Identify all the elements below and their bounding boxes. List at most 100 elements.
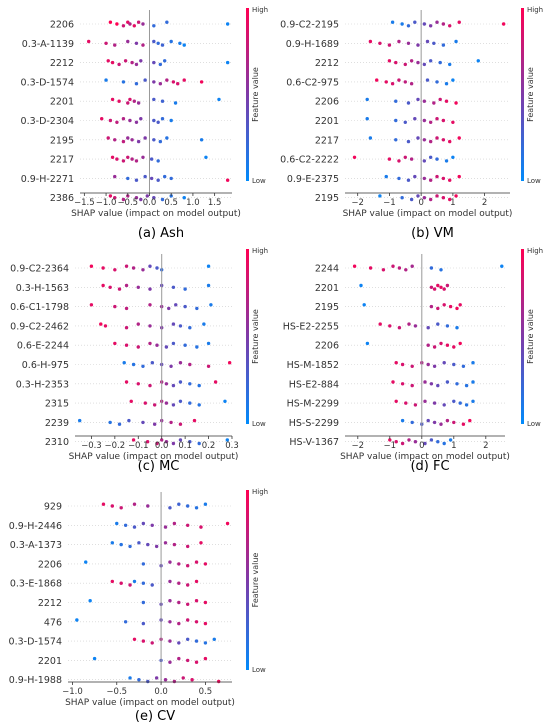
shap-point [154,544,159,549]
shap-point [113,138,117,142]
shap-point [426,343,430,347]
x-tick-label: 2 [483,441,488,451]
shap-point [123,59,128,63]
x-tick-label: 1 [450,198,455,208]
colorbar [521,249,524,424]
shap-point [127,418,131,423]
shap-point [378,41,382,45]
shap-point [448,197,452,202]
shap-point [185,523,190,527]
shap-point [154,676,159,680]
shap-point [368,136,373,140]
shap-point [203,502,208,506]
shap-point [150,583,154,587]
shap-point [394,99,398,103]
feature-label: 2201 [50,97,74,108]
shap-point [110,579,115,584]
colorbar-low-label: Low [252,420,266,428]
shap-point [150,523,154,527]
shap-point [117,99,121,103]
shap-point [458,303,462,307]
shap-point [387,59,392,63]
shap-point [160,117,165,121]
colorbar [246,8,249,181]
shap-point [110,541,115,545]
shap-point [192,418,197,423]
shap-point [182,43,186,47]
shap-point [136,322,140,326]
shap-point [400,441,405,446]
colorbar-label: Feature value [251,553,260,608]
shap-point [122,361,126,365]
shap-point [388,438,392,442]
shap-point [141,22,145,26]
shap-point [164,401,169,405]
shap-point [423,441,427,446]
shap-point [436,283,440,288]
shap-point [441,118,446,123]
shap-point [429,304,434,309]
shap-point [178,324,183,328]
shap-point [89,303,94,307]
x-tick-label: −1 [384,441,397,451]
shap-point [162,174,167,179]
shap-point [416,43,420,47]
x-tick-label: −2 [351,198,364,208]
shap-point [439,341,443,346]
colorbar-high-label: High [252,247,268,255]
shap-point [167,306,171,311]
x-tick-label: −0.5 [117,198,138,208]
shap-point [182,78,186,82]
shap-point [108,118,113,123]
shap-point [422,196,427,200]
shap-point [137,678,141,682]
shap-point [121,117,126,121]
shap-point [177,581,181,585]
shap-point [124,343,129,347]
shap-point [104,41,108,45]
shap-point [171,322,176,326]
shap-point [388,324,392,328]
shap-point [163,678,168,682]
shap-point [171,285,176,289]
shap-point [178,438,183,442]
feature-label: 2201 [315,283,339,294]
shap-point [148,341,152,346]
shap-point [225,22,230,26]
shap-point [452,345,456,349]
x-tick-label: 0.1 [178,441,192,451]
shap-point [169,39,173,44]
shap-point [185,564,190,568]
shap-point [451,78,455,82]
shap-point [108,20,113,24]
shap-point [168,579,172,584]
shap-point [183,287,187,291]
subplot-caption: (b) VM [411,226,454,241]
shap-point [409,82,414,86]
shap-point [439,285,443,289]
shap-point [121,197,126,202]
shap-point [203,562,208,566]
x-tick-label: 1.0 [186,198,200,208]
shap-point [146,542,150,547]
shap-point [202,322,206,326]
shap-point [134,82,139,86]
feature-label: 2206 [315,97,339,108]
shap-point [176,82,180,86]
shap-point [451,155,455,159]
shap-point [359,283,363,288]
shap-point [145,194,150,198]
shap-point [145,440,150,444]
shap-point [194,639,199,643]
shap-point [106,136,110,140]
shap-point [410,364,414,368]
x-tick-label: −0.2 [105,441,126,451]
shap-point [171,341,176,346]
shap-point [225,438,230,442]
shap-point [413,324,418,328]
shap-point [134,159,139,163]
shap-point [217,679,221,684]
shap-point [441,22,446,26]
shap-point [160,43,165,47]
shap-point [152,196,156,200]
